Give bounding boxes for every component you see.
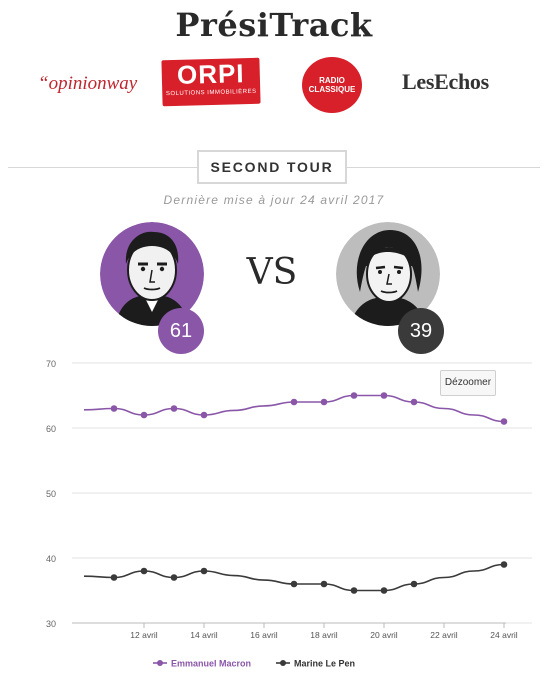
orpi-logo: ORPI SOLUTIONS IMMOBILIÈRES <box>161 57 261 107</box>
legend-label: Emmanuel Macron <box>171 659 251 669</box>
y-tick-label: 60 <box>46 424 56 434</box>
lesechos-logo: LesEchos <box>402 69 489 94</box>
data-point <box>140 567 148 575</box>
data-point <box>380 587 388 594</box>
data-point <box>380 392 388 399</box>
vs-label: VS <box>246 252 298 293</box>
candidate-macron: 61 <box>96 222 208 354</box>
data-point <box>350 587 358 594</box>
x-tick-label: 16 avril <box>250 630 278 640</box>
data-point <box>320 580 328 588</box>
radio-classique-logo: RADIO CLASSIQUE <box>302 57 362 113</box>
x-tick-label: 18 avril <box>310 630 338 640</box>
candidate-lepen: 39 <box>332 222 444 354</box>
round-label: SECOND TOUR <box>197 150 347 184</box>
data-point <box>170 405 178 412</box>
data-point <box>200 567 208 575</box>
x-tick-label: 12 avril <box>130 630 158 640</box>
poll-line-chart: 30 40 50 60 70 12 avril 14 avril 16 avril 18 avr… <box>46 359 532 669</box>
opinionway-logo: “opinionway <box>38 73 138 94</box>
radio-logo-line1: RADIO <box>319 76 345 85</box>
data-point <box>320 398 328 406</box>
macron-score-badge: 61 <box>158 308 204 354</box>
x-tick-label: 24 avril <box>490 630 518 640</box>
y-tick-label: 40 <box>46 554 56 564</box>
legend-marker <box>157 660 163 666</box>
last-updated: Dernière mise à jour 24 avril 2017 <box>163 193 385 207</box>
dezoom-button[interactable]: Dézoomer <box>440 370 496 396</box>
data-point <box>410 398 418 406</box>
data-point <box>200 411 208 419</box>
data-point <box>500 561 508 568</box>
macron-portrait <box>100 222 204 326</box>
data-point <box>110 405 118 412</box>
data-point <box>350 392 358 399</box>
data-point <box>140 411 148 419</box>
x-tick-label: 20 avril <box>370 630 398 640</box>
radio-logo-line2: CLASSIQUE <box>308 85 356 94</box>
data-point <box>110 574 118 581</box>
legend-label: Marine Le Pen <box>294 659 355 669</box>
y-tick-label: 30 <box>46 619 56 629</box>
legend-marker <box>280 660 286 666</box>
data-point <box>170 574 178 581</box>
data-point <box>500 418 508 425</box>
partner-logos: “opinionway ORPI SOLUTIONS IMMOBILIÈRES … <box>0 55 548 115</box>
orpi-logo-subtext: SOLUTIONS IMMOBILIÈRES <box>165 88 257 98</box>
x-tick-label: 22 avril <box>430 630 458 640</box>
y-tick-label: 50 <box>46 489 56 499</box>
y-tick-label: 70 <box>46 359 56 369</box>
data-point <box>410 580 418 588</box>
lepen-score-badge: 39 <box>398 308 444 354</box>
lepen-portrait <box>336 222 440 326</box>
orpi-logo-text: ORPI <box>176 58 245 90</box>
app-title: PrésiTrack <box>175 6 373 44</box>
x-tick-label: 14 avril <box>190 630 218 640</box>
data-point <box>290 398 298 406</box>
data-point <box>290 580 298 588</box>
